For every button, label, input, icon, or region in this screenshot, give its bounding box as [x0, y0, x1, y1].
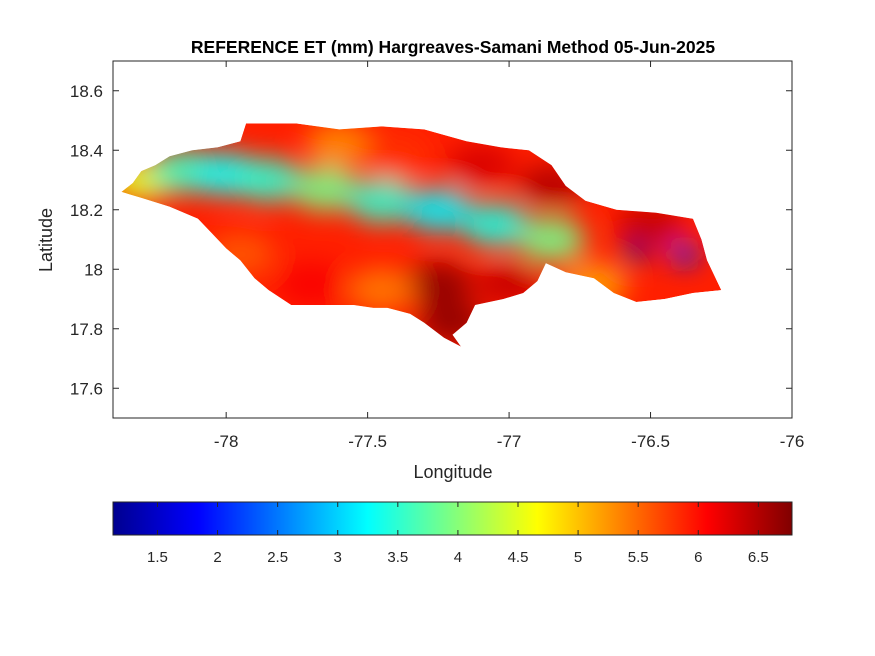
field-sample: [446, 143, 515, 188]
field-sample: [517, 217, 586, 262]
chart-title: REFERENCE ET (mm) Hargreaves-Samani Meth…: [191, 37, 715, 57]
field-sample: [291, 166, 360, 211]
field-sample: [670, 244, 699, 265]
y-tick-label: 17.8: [70, 320, 103, 339]
field-sample: [404, 262, 473, 307]
colorbar: [112, 501, 793, 536]
colorbar-tick-label: 3: [334, 549, 342, 566]
colorbar-tick-label: 5: [574, 549, 582, 566]
field-sample: [418, 300, 487, 345]
x-axis: -78 -77.5 -77 -76.5 -76: [214, 61, 804, 451]
x-tick-label: -76: [780, 432, 805, 451]
y-axis: 17.6 17.8 18 18.2 18.4 18.6: [70, 82, 792, 398]
field-sample: [475, 262, 544, 307]
colorbar-tick-label: 6.5: [748, 549, 769, 566]
field-sample: [404, 187, 473, 232]
x-axis-label: Longitude: [413, 462, 492, 482]
field-sample: [517, 163, 586, 208]
colorbar-tick-label: 2: [213, 549, 221, 566]
colorbar-tick-label: 6: [694, 549, 702, 566]
colorbar-tick-label: 2.5: [267, 549, 288, 566]
colorbar-tick-label: 5.5: [628, 549, 649, 566]
colorbar-ticks: 1.5 2 2.5 3 3.5 4 4.5 5 5.5 6 6.5: [147, 502, 769, 566]
field-sample: [622, 241, 651, 262]
field-sample: [460, 202, 529, 247]
y-tick-label: 18: [84, 260, 103, 279]
y-tick-label: 18.6: [70, 82, 103, 101]
field-sample: [616, 202, 685, 247]
colorbar-tick-label: 1.5: [147, 549, 168, 566]
field-sample: [234, 158, 303, 202]
heatmap-field: [121, 123, 722, 347]
field-sample: [361, 134, 430, 179]
field-sample: [559, 262, 628, 307]
island-clip-group: [121, 123, 722, 347]
field-sample: [277, 262, 346, 307]
colorbar-tick-label: 4: [454, 549, 462, 566]
field-sample: [347, 268, 416, 313]
x-tick-label: -78: [214, 432, 239, 451]
field-sample: [347, 178, 416, 223]
x-tick-label: -77: [497, 432, 522, 451]
y-tick-label: 18.4: [70, 141, 103, 160]
plot-area: [112, 60, 793, 419]
y-tick-label: 18.2: [70, 201, 103, 220]
y-tick-label: 17.6: [70, 379, 103, 398]
colorbar-tick-label: 3.5: [387, 549, 408, 566]
x-tick-label: -76.5: [631, 432, 670, 451]
colorbar-tick-label: 4.5: [508, 549, 529, 566]
x-tick-label: -77.5: [348, 432, 387, 451]
y-axis-label: Latitude: [36, 208, 56, 272]
field-sample: [305, 123, 374, 167]
field-sample: [206, 232, 275, 277]
